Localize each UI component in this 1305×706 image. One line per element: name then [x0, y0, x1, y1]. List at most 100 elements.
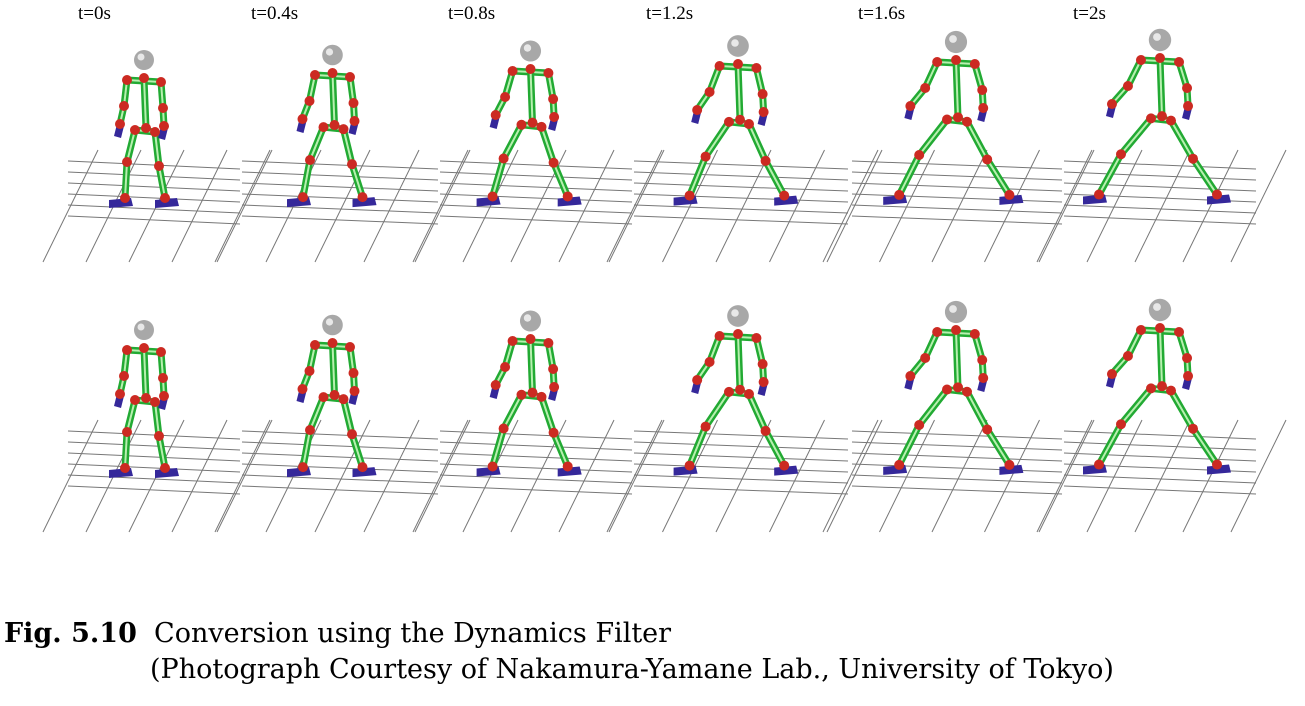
joint-marker: [305, 155, 315, 166]
floor-grid-line: [633, 160, 849, 170]
joint-marker: [536, 121, 547, 132]
joint-marker: [758, 377, 769, 387]
bone-highlight: [986, 428, 1011, 466]
joint-marker: [139, 343, 149, 353]
floor-grid-line: [241, 474, 439, 484]
head-highlight: [1153, 33, 1161, 41]
joint-marker: [1122, 351, 1133, 361]
floor-grid-line: [439, 182, 633, 192]
bone-highlight: [154, 131, 160, 167]
floor-grid-line: [931, 419, 988, 533]
floor-grid-line: [67, 430, 241, 440]
bone-highlight: [748, 123, 767, 162]
joint-marker: [1155, 323, 1165, 333]
joint-marker: [156, 77, 166, 87]
bone-highlight: [302, 429, 311, 469]
joint-marker: [714, 331, 725, 341]
floor-grid-line: [558, 419, 615, 533]
floor-grid-line: [241, 160, 439, 170]
floor-grid-line: [67, 485, 241, 495]
floor-grid-line: [851, 452, 1063, 462]
figure-title: Conversion using the Dynamics Filter: [154, 618, 672, 649]
joint-marker: [507, 66, 518, 76]
floor-grid-line: [67, 182, 241, 192]
figure-credit: (Photograph Courtesy of Nakamura-Yamane …: [150, 654, 1114, 685]
joint-marker: [1106, 99, 1117, 109]
joint-marker: [942, 384, 952, 395]
floor-grid-line: [439, 193, 633, 203]
joint-marker: [122, 157, 132, 167]
floor-grid-line: [1063, 215, 1257, 225]
head-highlight: [325, 48, 334, 56]
joint-marker: [982, 424, 993, 435]
floor-grid-line: [822, 149, 879, 263]
frame-label: t=0.8s: [448, 3, 496, 24]
floor-grid-line: [633, 463, 849, 473]
floor-grid-line: [412, 149, 469, 263]
joint-marker: [744, 119, 754, 130]
floor-grid-line: [633, 452, 849, 462]
floor-grid-line: [851, 215, 1063, 225]
bone-highlight: [1170, 119, 1194, 160]
bone-highlight: [491, 157, 505, 198]
joint-marker: [724, 116, 734, 127]
joint-marker: [309, 340, 320, 350]
floor-grid-line: [879, 419, 935, 533]
floor-grid-line: [67, 452, 241, 462]
bone-highlight: [342, 398, 353, 436]
joint-marker: [349, 386, 360, 396]
joint-marker: [1004, 189, 1015, 200]
floor-grid-line: [984, 419, 1040, 533]
joint-marker: [160, 193, 170, 203]
floor-grid-line: [241, 215, 439, 225]
bone-highlight: [124, 431, 128, 469]
floor-grid-line: [439, 171, 633, 181]
floor-grid-line: [1063, 160, 1257, 170]
joint-marker: [757, 89, 768, 99]
floor-grid-line: [1063, 182, 1257, 192]
joint-marker: [684, 190, 695, 201]
joint-marker: [357, 192, 368, 203]
bone-highlight: [351, 163, 364, 199]
head-highlight: [949, 35, 957, 43]
joint-marker: [700, 421, 711, 432]
joint-marker: [122, 75, 132, 85]
floor-grid-line: [715, 149, 772, 263]
joint-marker: [150, 127, 160, 137]
joint-marker: [549, 112, 560, 122]
floor-grid-line: [67, 171, 241, 181]
joint-marker: [951, 325, 961, 335]
joint-marker: [982, 154, 993, 165]
floor-grid-line: [633, 204, 849, 214]
bone-highlight: [540, 395, 555, 434]
joint-marker: [932, 327, 943, 337]
head-sphere: [944, 30, 968, 54]
joint-marker: [338, 394, 349, 405]
bone-highlight: [764, 429, 786, 467]
joint-marker: [348, 368, 359, 378]
joint-marker: [1166, 385, 1176, 396]
walking-figure-panels: [42, 28, 1287, 533]
joint-marker: [115, 389, 125, 399]
joint-marker: [120, 193, 130, 203]
floor-grid-line: [67, 441, 241, 451]
joint-marker: [1182, 353, 1193, 363]
bone-highlight: [331, 72, 336, 127]
joint-marker: [1188, 153, 1198, 164]
joint-marker: [714, 61, 725, 71]
joint-marker: [1106, 369, 1117, 379]
joint-marker: [298, 462, 308, 473]
bone-highlight: [1192, 157, 1218, 196]
joint-marker: [548, 364, 559, 374]
joint-marker: [156, 347, 166, 357]
bone-highlight: [898, 154, 921, 196]
floor-grid-line: [241, 452, 439, 462]
joint-marker: [329, 120, 340, 131]
joint-marker: [527, 387, 538, 398]
floor-grid-line: [608, 149, 665, 263]
joint-marker: [516, 119, 527, 130]
bone-highlight: [688, 425, 707, 467]
floor-grid-line: [879, 149, 935, 263]
joint-marker: [692, 105, 703, 115]
joint-marker: [914, 420, 925, 431]
